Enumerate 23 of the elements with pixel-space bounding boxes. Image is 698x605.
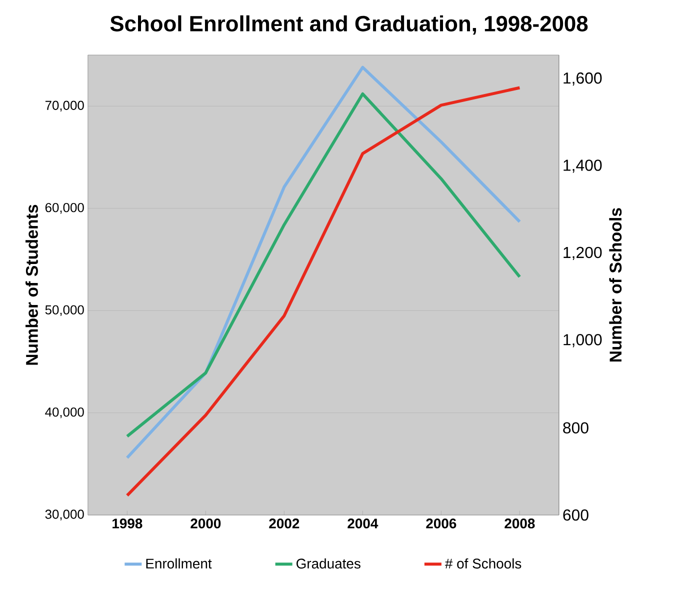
y2-tick-label: 1,000 xyxy=(564,334,602,348)
x-tick-label: 2008 xyxy=(504,518,535,528)
x-tick-label: 2000 xyxy=(190,518,221,528)
x-tick-label: 1998 xyxy=(112,518,142,528)
x-tick-label: 2006 xyxy=(426,518,456,528)
y2-axis-title: Number of Schools xyxy=(609,208,622,362)
y-tick-label: 30,000 xyxy=(45,510,84,520)
y2-tick-label: 1,200 xyxy=(564,246,602,260)
x-tick-label: 2004 xyxy=(348,518,378,528)
y2-tick-label: 1,600 xyxy=(564,72,602,86)
y-axis-title: Number of Students xyxy=(26,204,38,365)
y-tick-label: 70,000 xyxy=(45,100,84,112)
legend-label: Enrollment xyxy=(146,558,212,569)
legend-label: # of Schools xyxy=(445,558,522,569)
y2-tick-label: 1,400 xyxy=(564,160,602,173)
x-tick-label: 2002 xyxy=(269,518,300,528)
y-tick-label: 40,000 xyxy=(45,407,84,418)
y2-tick-label: 800 xyxy=(563,422,588,434)
y-tick-label: 50,000 xyxy=(45,305,84,316)
y2-tick-label: 600 xyxy=(563,509,588,521)
y-tick-label: 60,000 xyxy=(45,203,84,214)
chart-title: School Enrollment and Graduation, 1998-2008 xyxy=(110,15,588,35)
legend-label: Graduates xyxy=(296,558,360,569)
